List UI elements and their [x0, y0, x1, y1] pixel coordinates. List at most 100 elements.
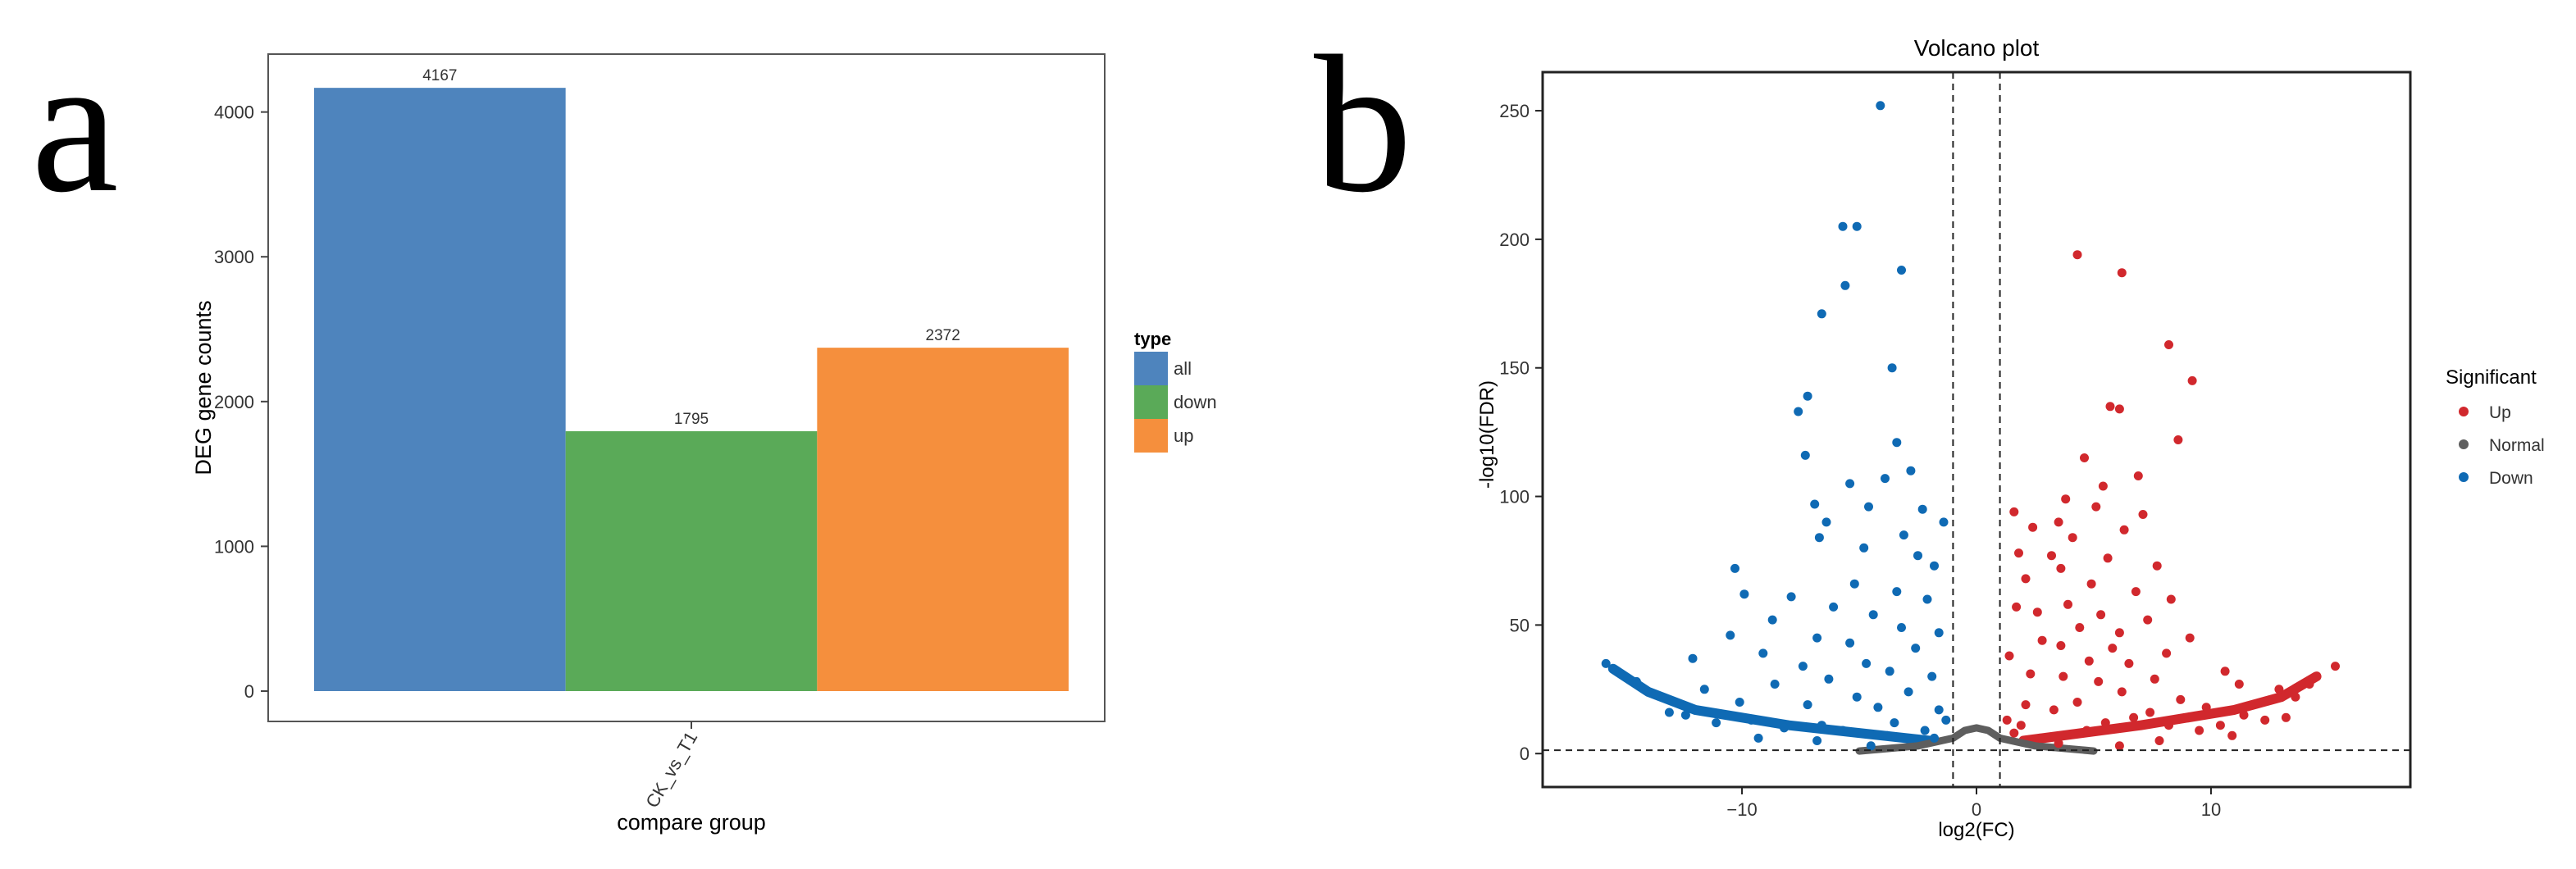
- volcano-point-down: [1780, 723, 1789, 733]
- volcano-point-up: [2260, 715, 2270, 725]
- volcano-point-up: [2305, 680, 2314, 689]
- volcano-point-up: [2032, 607, 2042, 617]
- volcano-point-down: [1892, 587, 1902, 597]
- volcano-point-up: [2021, 574, 2031, 584]
- volcano-point-down: [1726, 630, 1735, 640]
- volcano-point-down: [1812, 633, 1822, 643]
- volcano-point-down: [1664, 707, 1674, 717]
- volcano-point-up: [2012, 602, 2022, 612]
- volcano-point-up: [2009, 728, 2019, 738]
- volcano-points: [1601, 101, 2340, 751]
- volcano-point-up: [2091, 502, 2101, 512]
- volcano-y-axis-title: -log10(FDR): [1476, 380, 1498, 489]
- volcano-point-down: [1887, 363, 1897, 373]
- volcano-point-up: [2072, 250, 2082, 260]
- volcano-plot-frame: [1541, 71, 2412, 789]
- volcano-point-down: [1817, 721, 1826, 730]
- volcano-point-up: [2291, 692, 2300, 702]
- volcano-x-axis-title: log2(FC): [1938, 819, 2014, 841]
- bar-x-ticks: CK_vs_T1: [641, 721, 701, 811]
- volcano-point-down: [1890, 718, 1899, 728]
- volcano-point-up: [2002, 715, 2012, 725]
- volcano-point-down: [1864, 502, 1873, 512]
- volcano-x-tick-label: −10: [1726, 799, 1757, 820]
- volcano-point-up: [2094, 676, 2104, 686]
- volcano-point-down: [1631, 676, 1641, 686]
- volcano-point-up: [2220, 667, 2230, 676]
- volcano-point-up: [2047, 551, 2056, 561]
- volcano-point-up: [2331, 662, 2340, 671]
- bar-y-tick-label: 3000: [214, 247, 254, 267]
- volcano-point-up: [2075, 623, 2085, 632]
- volcano-point-up: [2061, 494, 2071, 504]
- volcano-point-up: [2154, 736, 2164, 745]
- volcano-y-tick-label: 50: [1510, 615, 1530, 635]
- bar-data-labels: 4167 1795 2372: [422, 67, 960, 428]
- volcano-point-down: [1770, 680, 1780, 689]
- volcano-point-up: [2274, 685, 2284, 694]
- bar-value-label: 4167: [422, 67, 457, 84]
- volcano-point-up: [2152, 561, 2162, 571]
- volcano-point-up: [2119, 525, 2129, 535]
- volcano-y-tick-label: 200: [1499, 230, 1530, 250]
- volcano-point-down: [1845, 479, 1855, 489]
- volcano-point-down: [1735, 698, 1744, 707]
- volcano-y-tick-label: 150: [1499, 358, 1530, 379]
- bar-y-tick-label: 1000: [214, 536, 254, 557]
- volcano-point-up: [2164, 340, 2173, 349]
- volcano-point-down: [1800, 450, 1810, 460]
- volcano-point-up: [2054, 517, 2063, 527]
- volcano-point-down: [1803, 391, 1812, 401]
- volcano-point-down: [1739, 589, 1749, 599]
- volcano-point-up: [2312, 671, 2322, 681]
- bar-series: [314, 88, 1069, 691]
- volcano-point-down: [1927, 671, 1937, 681]
- volcano-point-up: [2131, 587, 2141, 597]
- bar-x-tick-label: CK_vs_T1: [641, 728, 701, 811]
- panel-letter-a: a: [31, 15, 119, 233]
- volcano-point-down: [1904, 687, 1913, 697]
- volcano-point-down: [1838, 221, 1848, 231]
- volcano-point-up: [2026, 669, 2036, 679]
- volcano-point-up: [2281, 712, 2291, 722]
- bar-y-tick-label: 4000: [214, 102, 254, 123]
- volcano-point-down: [1650, 689, 1660, 699]
- volcano-point-down: [1753, 733, 1763, 743]
- volcano-point-up: [2234, 680, 2244, 689]
- volcano-point-up: [2105, 402, 2115, 412]
- volcano-point-up: [2063, 599, 2072, 609]
- volcano-point-down: [1911, 644, 1921, 653]
- bar-legend-label-all: all: [1174, 358, 1192, 379]
- volcano-point-down: [1906, 466, 1916, 475]
- volcano-point-up: [2114, 404, 2124, 414]
- volcano-legend-label-normal: Normal: [2489, 436, 2545, 455]
- volcano-point-down: [1897, 623, 1906, 632]
- volcano-point-down: [1885, 667, 1894, 676]
- bar-all: [314, 88, 566, 691]
- volcano-legend-key-up: [2459, 407, 2469, 416]
- volcano-point-up: [2185, 633, 2195, 643]
- bar-y-tick-label: 0: [244, 681, 254, 702]
- volcano-point-up: [2086, 579, 2096, 589]
- volcano-point-up: [2054, 739, 2063, 748]
- bar-y-axis-title: DEG gene counts: [191, 300, 216, 475]
- volcano-band-normal: [1855, 724, 2098, 755]
- volcano-point-down: [1917, 504, 1927, 514]
- volcano-point-up: [2100, 718, 2110, 728]
- volcano-point-up: [2028, 522, 2038, 532]
- volcano-point-up: [2164, 721, 2173, 730]
- volcano-point-down: [1892, 438, 1902, 448]
- volcano-point-up: [2081, 726, 2091, 735]
- volcano-point-up: [2056, 563, 2066, 573]
- volcano-point-down: [1939, 517, 1949, 527]
- volcano-point-down: [1814, 533, 1824, 543]
- volcano-band-down: [1607, 663, 1935, 746]
- bar-legend-title: type: [1134, 329, 1171, 349]
- volcano-point-down: [1758, 648, 1768, 658]
- volcano-point-down: [1767, 615, 1777, 625]
- volcano-point-down: [1699, 685, 1709, 694]
- volcano-point-up: [2117, 268, 2127, 278]
- volcano-legend: Significant Up Normal Down: [2446, 366, 2545, 488]
- volcano-chart-b: Volcano plot 0 50 100 150 200 250 −10 0 10 -log…: [1476, 35, 2545, 841]
- volcano-legend-key-down: [2459, 472, 2469, 482]
